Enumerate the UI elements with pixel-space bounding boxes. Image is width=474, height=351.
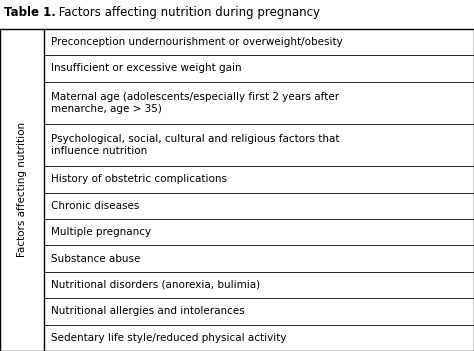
Text: Nutritional allergies and intolerances: Nutritional allergies and intolerances (51, 306, 245, 316)
Text: Table 1.: Table 1. (4, 6, 55, 19)
Text: Chronic diseases: Chronic diseases (51, 201, 139, 211)
Text: Factors affecting nutrition during pregnancy: Factors affecting nutrition during pregn… (55, 6, 319, 19)
Text: Factors affecting nutrition: Factors affecting nutrition (17, 122, 27, 257)
Text: Maternal age (adolescents/especially first 2 years after
menarche, age > 35): Maternal age (adolescents/especially fir… (51, 92, 339, 114)
Text: History of obstetric complications: History of obstetric complications (51, 174, 227, 184)
Text: Insufficient or excessive weight gain: Insufficient or excessive weight gain (51, 64, 241, 73)
Text: Psychological, social, cultural and religious factors that
influence nutrition: Psychological, social, cultural and reli… (51, 134, 339, 156)
Text: Substance abuse: Substance abuse (51, 253, 140, 264)
Text: Nutritional disorders (anorexia, bulimia): Nutritional disorders (anorexia, bulimia… (51, 280, 260, 290)
Text: Sedentary life style/reduced physical activity: Sedentary life style/reduced physical ac… (51, 333, 286, 343)
Text: Multiple pregnancy: Multiple pregnancy (51, 227, 151, 237)
Text: Preconception undernourishment or overweight/obesity: Preconception undernourishment or overwe… (51, 37, 343, 47)
